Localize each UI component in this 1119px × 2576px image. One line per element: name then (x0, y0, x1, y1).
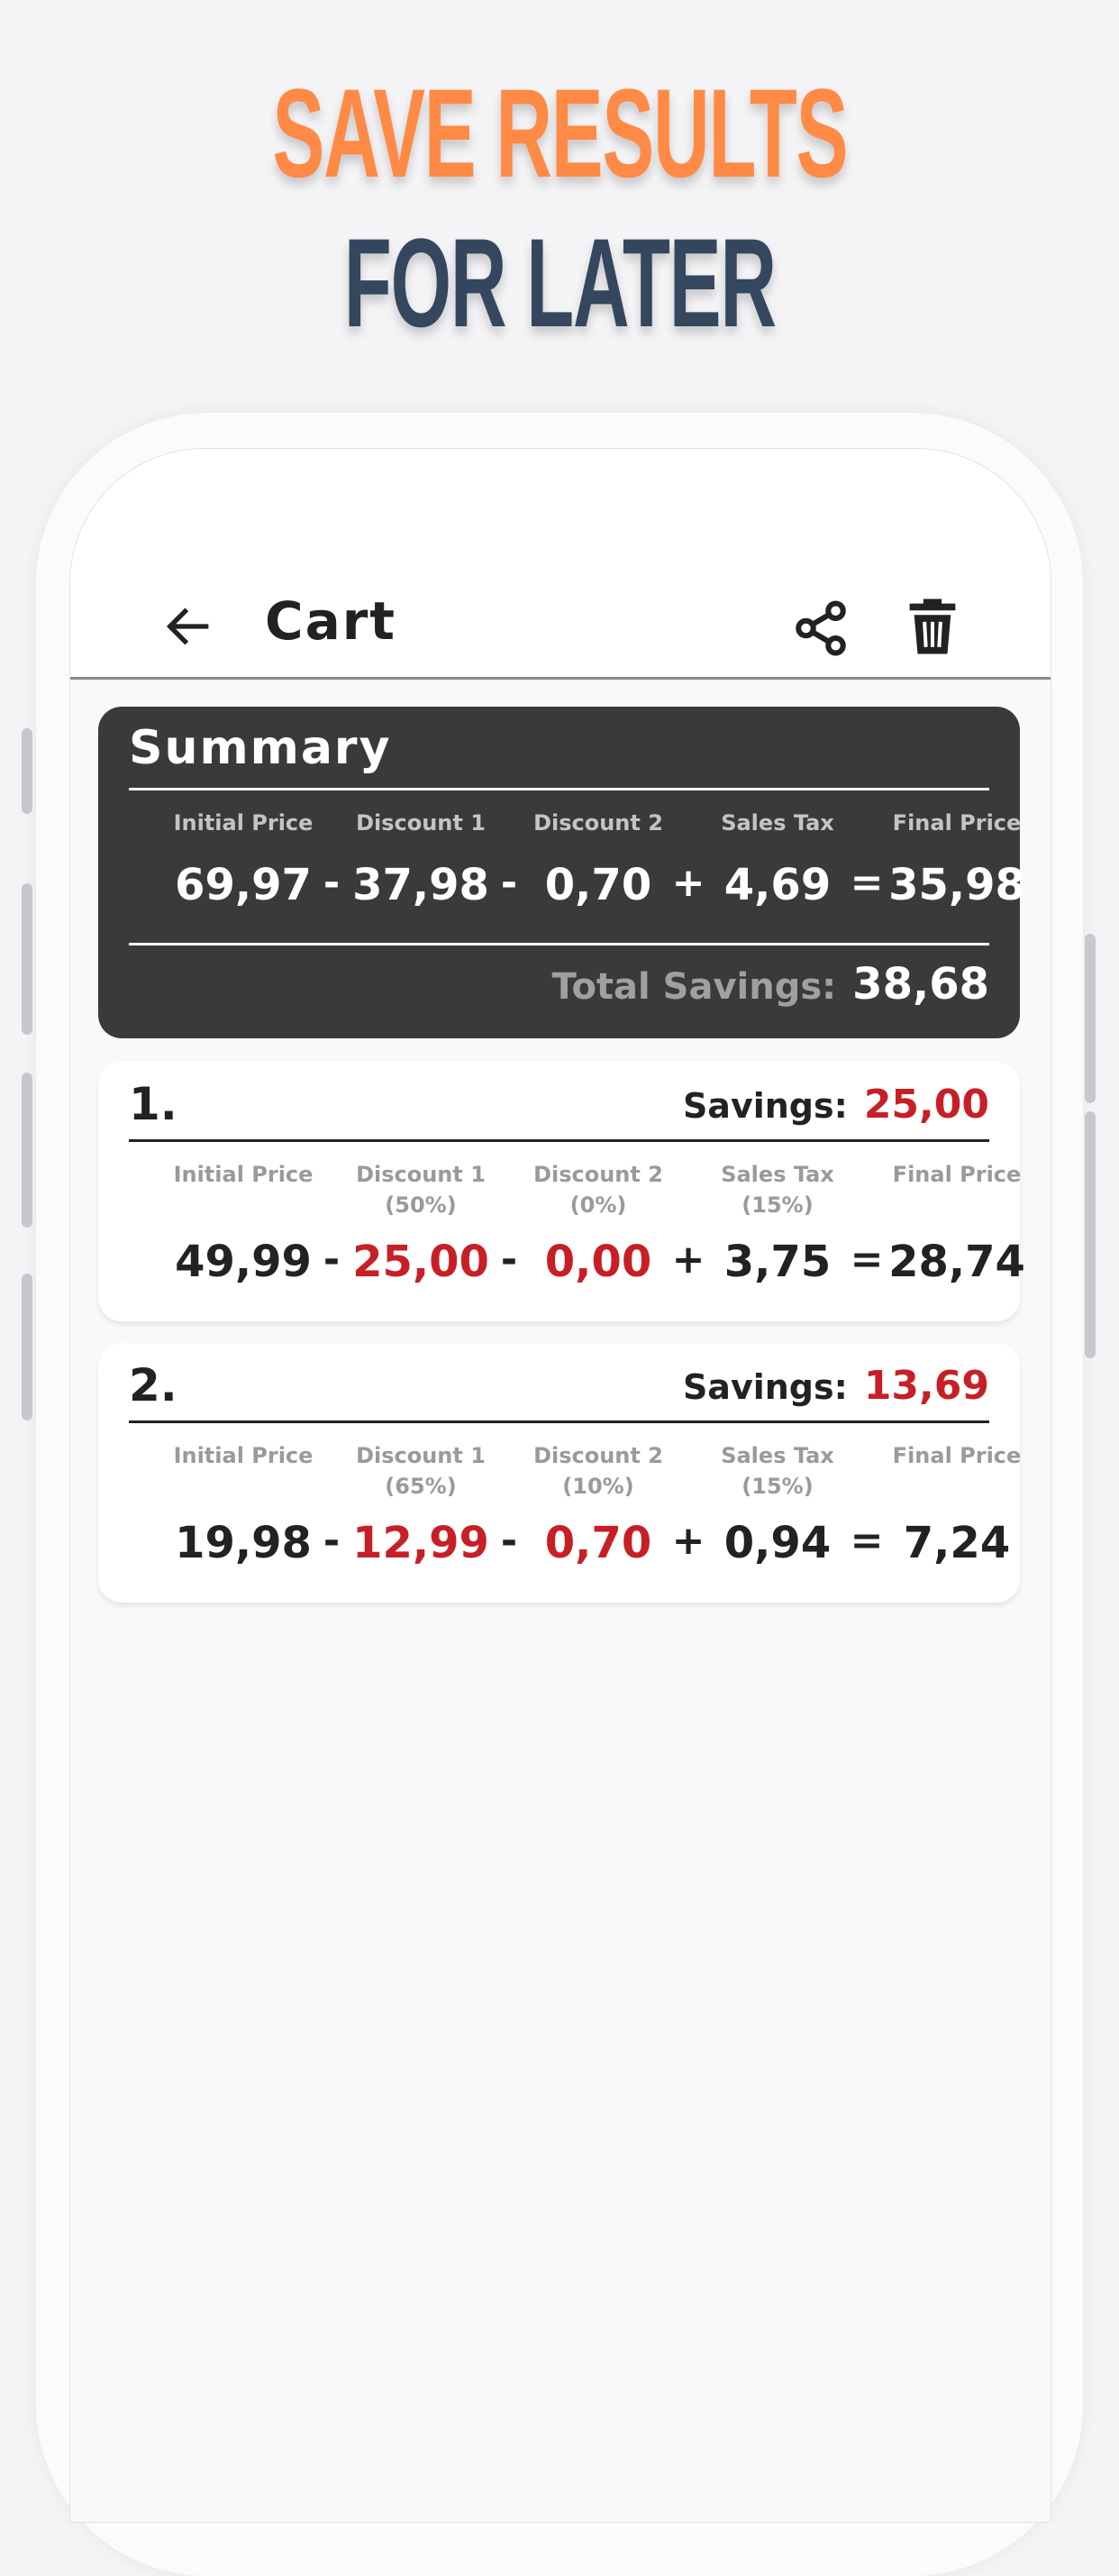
item-index: 2. (129, 1359, 177, 1411)
trash-icon[interactable] (905, 597, 960, 656)
item-savings-value: 25,00 (863, 1082, 989, 1128)
item-savings-label: Savings: (682, 1086, 848, 1126)
column-header: (0%) (569, 1192, 627, 1218)
operator: - (323, 1237, 341, 1283)
operator: - (500, 1518, 518, 1564)
promo-headline-line2: FOR LATER (343, 212, 776, 353)
column-value: 69,97 (175, 860, 312, 910)
column-value: 25,00 (352, 1237, 489, 1287)
operator: - (500, 860, 518, 906)
column-value: 0,00 (544, 1237, 652, 1287)
total-savings-label: Total Savings: (551, 966, 837, 1008)
total-savings: Total Savings: 38,68 (551, 959, 989, 1009)
item-savings-value: 13,69 (863, 1363, 989, 1409)
operator: + (671, 1518, 705, 1564)
operator: = (850, 1237, 884, 1283)
column-value: 19,98 (175, 1518, 312, 1568)
column-header: Discount 2 (533, 1162, 663, 1187)
summary-title: Summary (129, 721, 392, 775)
phone-screen: Cart Summary Initial Price Discount 1 Disc… (69, 448, 1051, 2523)
item-savings-label: Savings: (682, 1367, 848, 1407)
phone-side-button (22, 883, 32, 1035)
page-title: Cart (265, 590, 397, 652)
column-header: (10%) (562, 1474, 634, 1499)
column-header: (50%) (385, 1192, 457, 1218)
arrow-left-icon[interactable] (160, 598, 218, 655)
operator: - (323, 860, 341, 906)
phone-side-button (22, 1274, 32, 1420)
column-header: Sales Tax (721, 810, 834, 836)
item-savings: Savings: 25,00 (683, 1082, 989, 1128)
column-header: Initial Price (173, 1443, 314, 1468)
operator: - (323, 1518, 341, 1564)
total-savings-value: 38,68 (852, 959, 989, 1009)
summary-card: Summary Initial Price Discount 1 Discount … (98, 707, 1025, 1038)
operator: - (500, 1237, 518, 1283)
app-bar: Cart (70, 449, 1051, 680)
column-header: Discount 1 (356, 1162, 486, 1187)
column-value: 28,74 (888, 1237, 1025, 1287)
divider (129, 1139, 989, 1142)
column-header: Final Price (892, 1443, 1022, 1468)
column-header: Sales Tax (721, 1443, 834, 1468)
cart-item-card[interactable]: 2. Savings: 13,69 Initial Price Discount 1… (98, 1343, 1021, 1603)
column-header: Discount 1 (356, 810, 486, 836)
operator: = (850, 1518, 884, 1564)
column-value: 37,98 (352, 860, 489, 910)
column-value: 7,24 (903, 1518, 1011, 1568)
column-header: Discount 1 (356, 1443, 486, 1468)
column-header: (15%) (741, 1474, 814, 1499)
column-value: 3,75 (723, 1237, 832, 1287)
phone-side-button (22, 1073, 32, 1228)
column-value: 4,69 (723, 860, 832, 910)
divider (129, 1420, 989, 1423)
column-header: (65%) (385, 1474, 457, 1499)
phone-side-button (1085, 1111, 1096, 1358)
column-header: (15%) (741, 1192, 814, 1218)
item-index: 1. (129, 1078, 177, 1130)
column-header: Discount 2 (533, 1443, 663, 1468)
share-icon[interactable] (791, 598, 851, 658)
divider (129, 943, 989, 945)
column-header: Discount 2 (533, 810, 663, 836)
phone-side-button (22, 728, 32, 814)
column-value: 0,70 (544, 860, 652, 910)
phone-side-button (1085, 934, 1096, 1103)
divider (129, 788, 989, 790)
column-header: Initial Price (173, 810, 314, 836)
column-header: Final Price (892, 1162, 1022, 1187)
operator: + (671, 1237, 705, 1283)
column-value: 12,99 (352, 1518, 489, 1568)
operator: = (850, 860, 884, 906)
column-header: Initial Price (173, 1162, 314, 1187)
column-header: Final Price (892, 810, 1022, 836)
item-savings: Savings: 13,69 (683, 1363, 989, 1409)
promo-headline-line1: SAVE RESULTS (272, 62, 848, 204)
column-value: 0,94 (723, 1518, 832, 1568)
operator: + (671, 860, 705, 906)
column-value: 0,70 (544, 1518, 652, 1568)
column-header: Sales Tax (721, 1162, 834, 1187)
column-value: 35,98 (888, 860, 1025, 910)
cart-item-card[interactable]: 1. Savings: 25,00 Initial Price Discount 1… (98, 1062, 1025, 1321)
column-value: 49,99 (175, 1237, 312, 1287)
